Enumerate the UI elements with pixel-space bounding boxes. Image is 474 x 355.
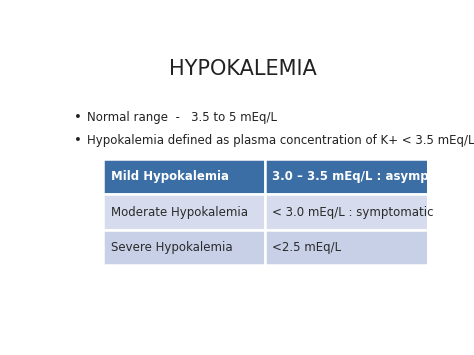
Text: <2.5 mEq/L: <2.5 mEq/L	[272, 241, 341, 254]
Text: Hypokalemia defined as plasma concentration of K+ < 3.5 mEq/L: Hypokalemia defined as plasma concentrat…	[87, 134, 474, 147]
Bar	[265, 194, 445, 230]
Text: Severe Hypokalemia: Severe Hypokalemia	[110, 241, 232, 254]
Text: Moderate Hypokalemia: Moderate Hypokalemia	[110, 206, 248, 219]
Text: Mild Hypokalemia: Mild Hypokalemia	[110, 170, 228, 183]
Text: •: •	[74, 134, 82, 147]
Bar	[103, 159, 265, 194]
Text: Normal range  -   3.5 to 5 mEq/L: Normal range - 3.5 to 5 mEq/L	[87, 111, 277, 124]
Bar	[265, 230, 445, 266]
Text: 3.0 – 3.5 mEq/L : asymptomatic: 3.0 – 3.5 mEq/L : asymptomatic	[272, 170, 474, 183]
Bar	[265, 159, 445, 194]
Bar	[103, 230, 265, 266]
Text: •: •	[74, 111, 82, 124]
Bar	[103, 194, 265, 230]
Text: HYPOKALEMIA: HYPOKALEMIA	[169, 59, 317, 79]
Text: < 3.0 mEq/L : symptomatic: < 3.0 mEq/L : symptomatic	[272, 206, 434, 219]
